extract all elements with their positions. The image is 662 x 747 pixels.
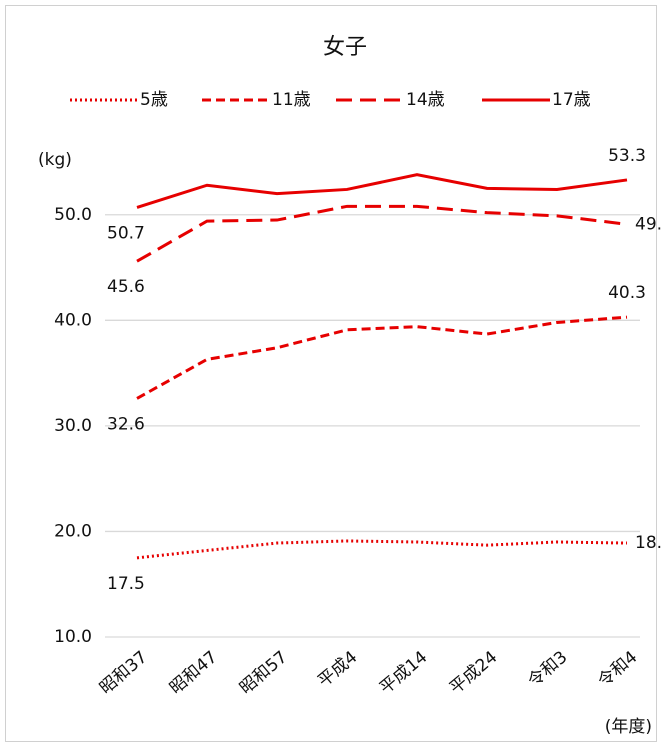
data-label: 50.7 <box>107 223 145 243</box>
data-label: 49.1 <box>635 214 662 234</box>
chart-title: 女子 <box>323 35 367 60</box>
y-tick-label: 40.0 <box>54 310 92 330</box>
y-unit: (kg) <box>38 150 72 170</box>
data-label: 40.3 <box>608 283 646 303</box>
legend-label: 11歳 <box>272 90 311 110</box>
legend-label: 5歳 <box>140 90 168 110</box>
data-label: 32.6 <box>107 414 145 434</box>
series-line <box>136 315 628 400</box>
x-label: (年度) <box>605 717 652 737</box>
y-tick-label: 50.0 <box>54 205 92 225</box>
series-line <box>136 173 628 209</box>
y-tick-label: 30.0 <box>54 416 92 436</box>
y-tick-label: 10.0 <box>54 627 92 647</box>
legend-label: 17歳 <box>552 90 591 110</box>
chart-border <box>5 5 657 742</box>
legend-label: 14歳 <box>406 90 445 110</box>
data-label: 53.3 <box>608 146 646 166</box>
data-label: 17.5 <box>107 574 145 594</box>
y-tick-label: 20.0 <box>54 521 92 541</box>
series-line <box>136 204 628 263</box>
data-label: 18.9 <box>635 533 662 553</box>
data-label: 45.6 <box>107 277 145 297</box>
series-line <box>136 539 628 560</box>
